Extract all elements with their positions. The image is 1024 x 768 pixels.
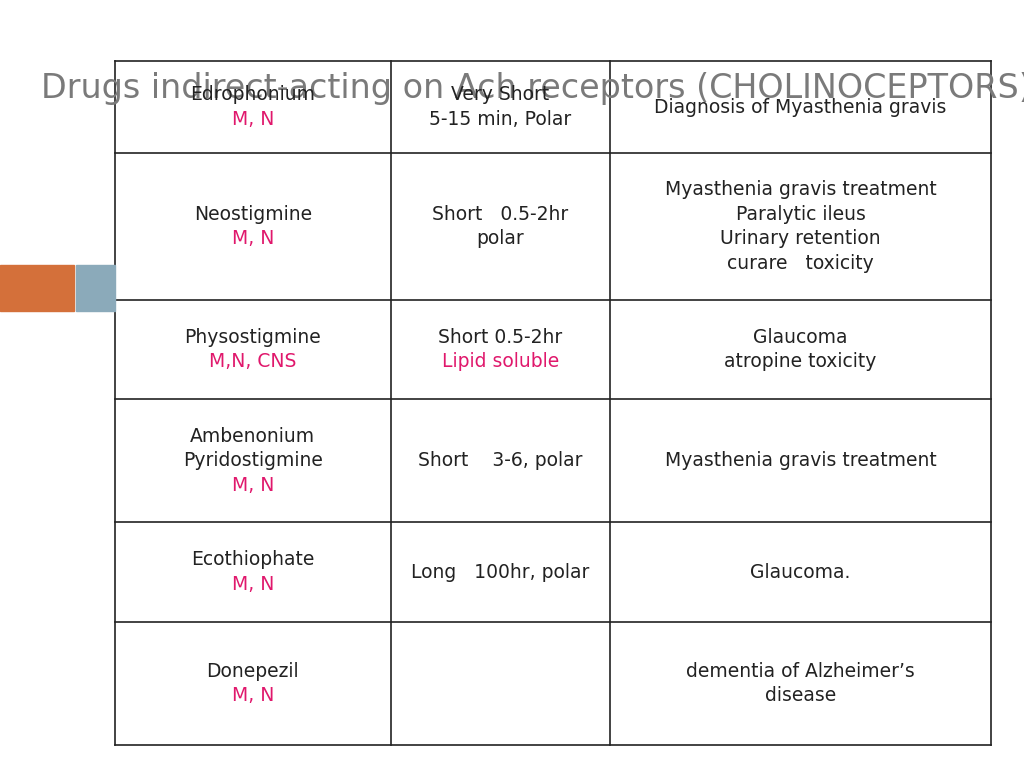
Text: M,N, CNS: M,N, CNS <box>209 353 296 372</box>
Text: Long   100hr, polar: Long 100hr, polar <box>412 563 590 581</box>
Text: Edrophonium: Edrophonium <box>190 85 315 104</box>
Text: Lipid soluble: Lipid soluble <box>441 353 559 372</box>
Text: M, N: M, N <box>231 686 274 705</box>
Text: Paralytic ileus: Paralytic ileus <box>735 204 865 223</box>
Text: Urinary retention: Urinary retention <box>720 229 881 248</box>
Text: Myasthenia gravis treatment: Myasthenia gravis treatment <box>665 452 937 470</box>
Text: Ecothiophate: Ecothiophate <box>191 551 314 569</box>
Text: curare   toxicity: curare toxicity <box>727 253 873 273</box>
Text: Glaucoma: Glaucoma <box>754 328 848 347</box>
Text: disease: disease <box>765 686 837 705</box>
Text: M, N: M, N <box>231 476 274 495</box>
Text: Physostigmine: Physostigmine <box>184 328 322 347</box>
Text: Drugs indirect-acting on Ach receptors (CHOLINOCEPTORS): Drugs indirect-acting on Ach receptors (… <box>41 72 1024 104</box>
Text: Myasthenia gravis treatment: Myasthenia gravis treatment <box>665 180 937 199</box>
Text: Short 0.5-2hr: Short 0.5-2hr <box>438 328 562 347</box>
Text: Very Short: Very Short <box>452 85 550 104</box>
Text: 5-15 min, Polar: 5-15 min, Polar <box>429 110 571 129</box>
Text: Glaucoma.: Glaucoma. <box>751 563 851 581</box>
Text: M, N: M, N <box>231 229 274 248</box>
Text: Short   0.5-2hr: Short 0.5-2hr <box>432 204 568 223</box>
Text: Short    3-6, polar: Short 3-6, polar <box>418 452 583 470</box>
Text: Donepezil: Donepezil <box>207 661 299 680</box>
Bar <box>76 265 115 311</box>
Bar <box>0 265 74 311</box>
Text: Diagnosis of Myasthenia gravis: Diagnosis of Myasthenia gravis <box>654 98 947 117</box>
Text: Neostigmine: Neostigmine <box>194 204 311 223</box>
Text: M, N: M, N <box>231 575 274 594</box>
Text: atropine toxicity: atropine toxicity <box>724 353 877 372</box>
Text: M, N: M, N <box>231 110 274 129</box>
Text: polar: polar <box>476 229 524 248</box>
Text: Pyridostigmine: Pyridostigmine <box>183 452 323 470</box>
Text: Ambenonium: Ambenonium <box>190 427 315 445</box>
Text: dementia of Alzheimer’s: dementia of Alzheimer’s <box>686 661 915 680</box>
